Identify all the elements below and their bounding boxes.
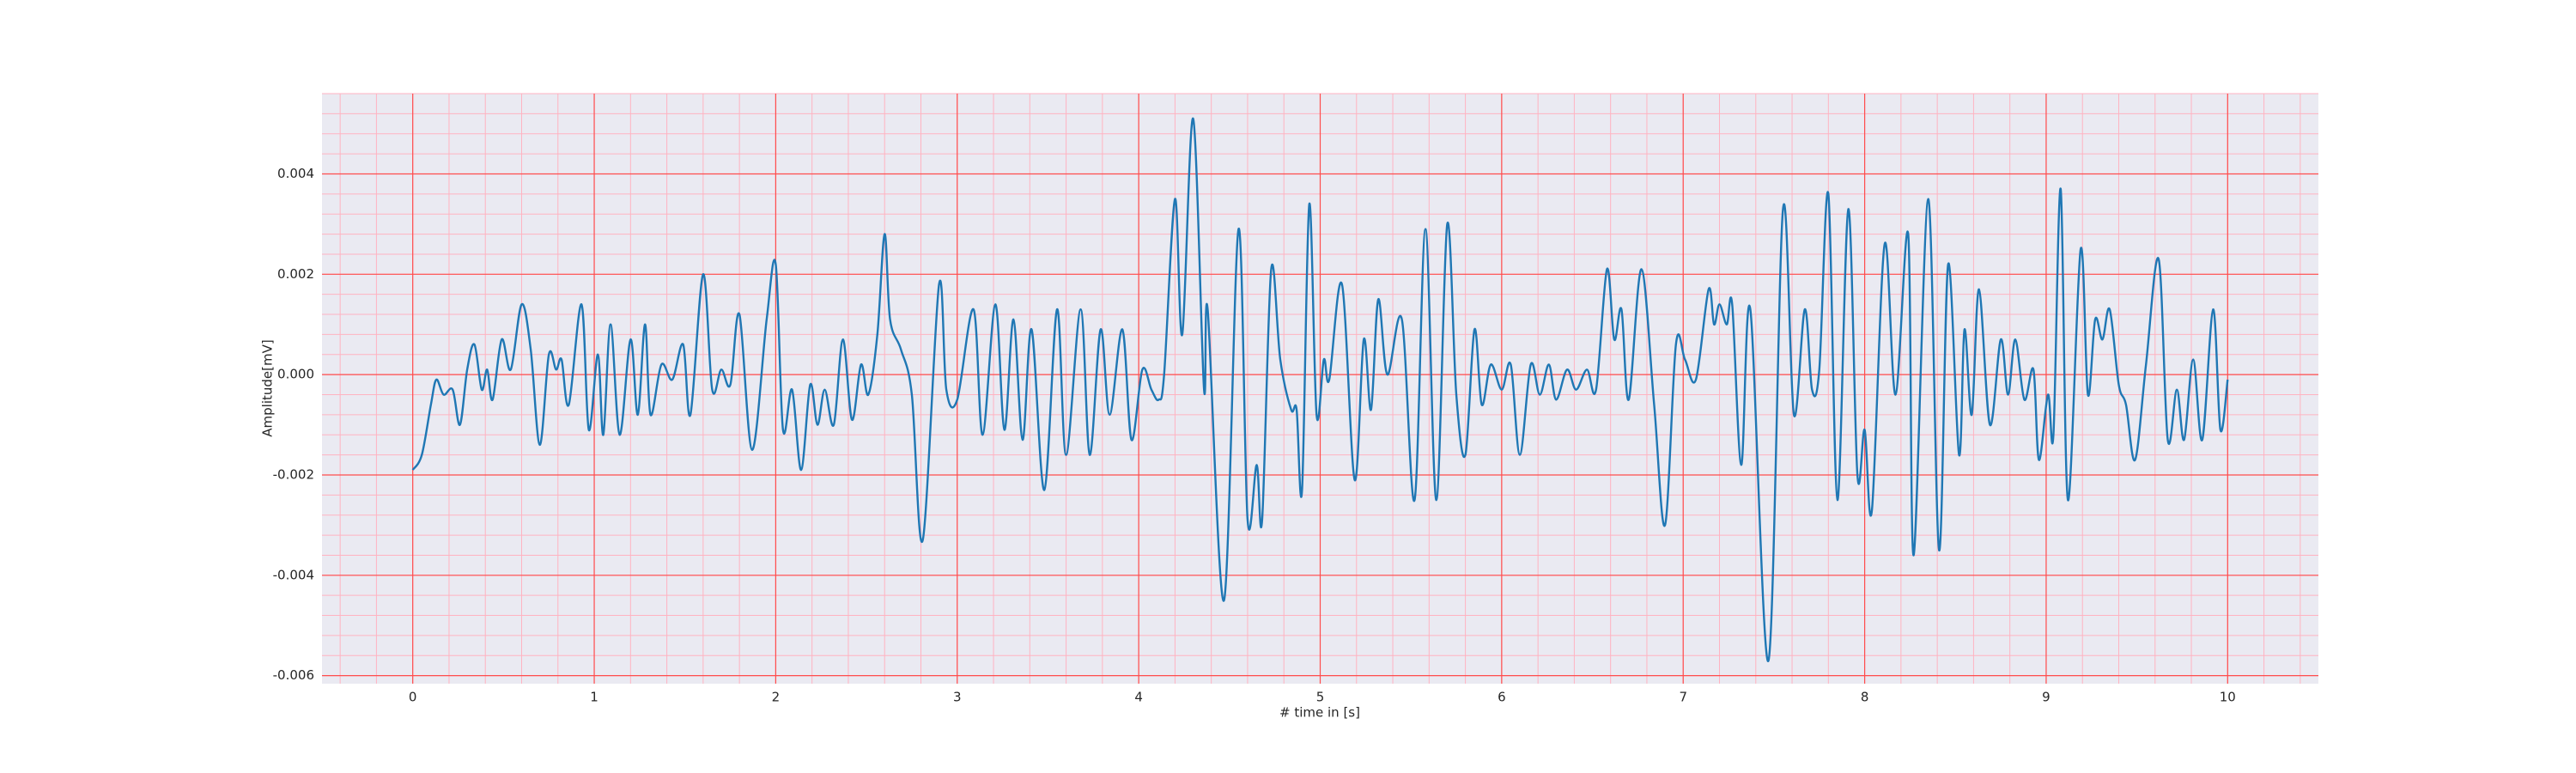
x-tick-label: 3 <box>953 690 962 705</box>
y-tick-label: 0.002 <box>277 266 314 282</box>
x-tick-label: 10 <box>2220 690 2236 705</box>
x-tick-label: 4 <box>1134 690 1143 705</box>
grid <box>322 93 2318 684</box>
y-tick-label: -0.004 <box>273 567 314 582</box>
x-tick-label: 5 <box>1316 690 1325 705</box>
x-tick-label: 9 <box>2042 690 2050 705</box>
x-tick-label: 0 <box>409 690 417 705</box>
plot-area <box>411 117 2229 662</box>
x-tick-label: 6 <box>1498 690 1506 705</box>
y-tick-label: -0.002 <box>273 466 314 482</box>
labels: 0 1 2 3 4 5 6 7 8 9 10 -0.006 -0.004 -0.002 0.000 0.002… <box>273 166 2236 705</box>
x-tick-label: 8 <box>1861 690 1869 705</box>
signal-line <box>411 117 2229 662</box>
x-axis-label: # time in [s] <box>1279 705 1360 721</box>
y-tick-label: -0.006 <box>273 667 314 683</box>
y-axis-label: Amplitude[mV] <box>260 339 276 436</box>
x-tick-label: 7 <box>1679 690 1687 705</box>
y-tick-label: 0.004 <box>277 166 314 181</box>
x-tick-label: 1 <box>590 690 598 705</box>
y-tick-label: 0.000 <box>277 367 314 382</box>
x-tick-label: 2 <box>772 690 781 705</box>
